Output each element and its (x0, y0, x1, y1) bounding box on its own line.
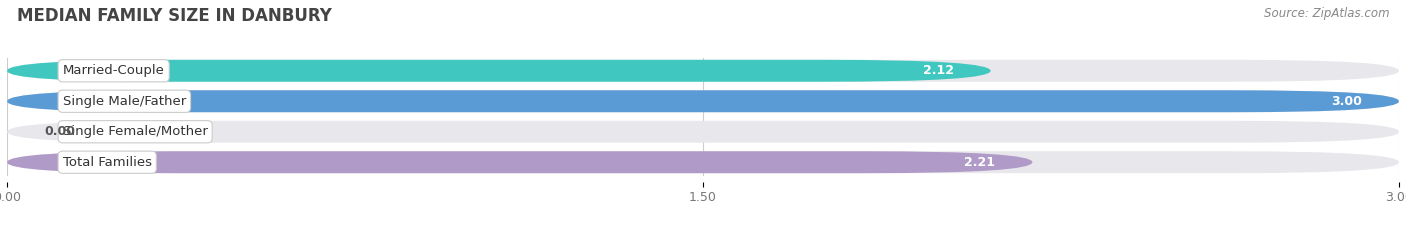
Text: Total Families: Total Families (63, 156, 152, 169)
Text: 2.21: 2.21 (965, 156, 995, 169)
Text: Single Male/Father: Single Male/Father (63, 95, 186, 108)
FancyBboxPatch shape (7, 60, 991, 82)
Text: 0.00: 0.00 (44, 125, 75, 138)
Text: Married-Couple: Married-Couple (63, 64, 165, 77)
Text: 3.00: 3.00 (1331, 95, 1362, 108)
FancyBboxPatch shape (7, 90, 1399, 112)
Text: MEDIAN FAMILY SIZE IN DANBURY: MEDIAN FAMILY SIZE IN DANBURY (17, 7, 332, 25)
Text: Single Female/Mother: Single Female/Mother (63, 125, 208, 138)
FancyBboxPatch shape (7, 151, 1032, 173)
Text: Source: ZipAtlas.com: Source: ZipAtlas.com (1264, 7, 1389, 20)
Text: 2.12: 2.12 (922, 64, 953, 77)
FancyBboxPatch shape (7, 121, 1399, 143)
FancyBboxPatch shape (7, 151, 1399, 173)
FancyBboxPatch shape (7, 90, 1399, 112)
FancyBboxPatch shape (7, 60, 1399, 82)
